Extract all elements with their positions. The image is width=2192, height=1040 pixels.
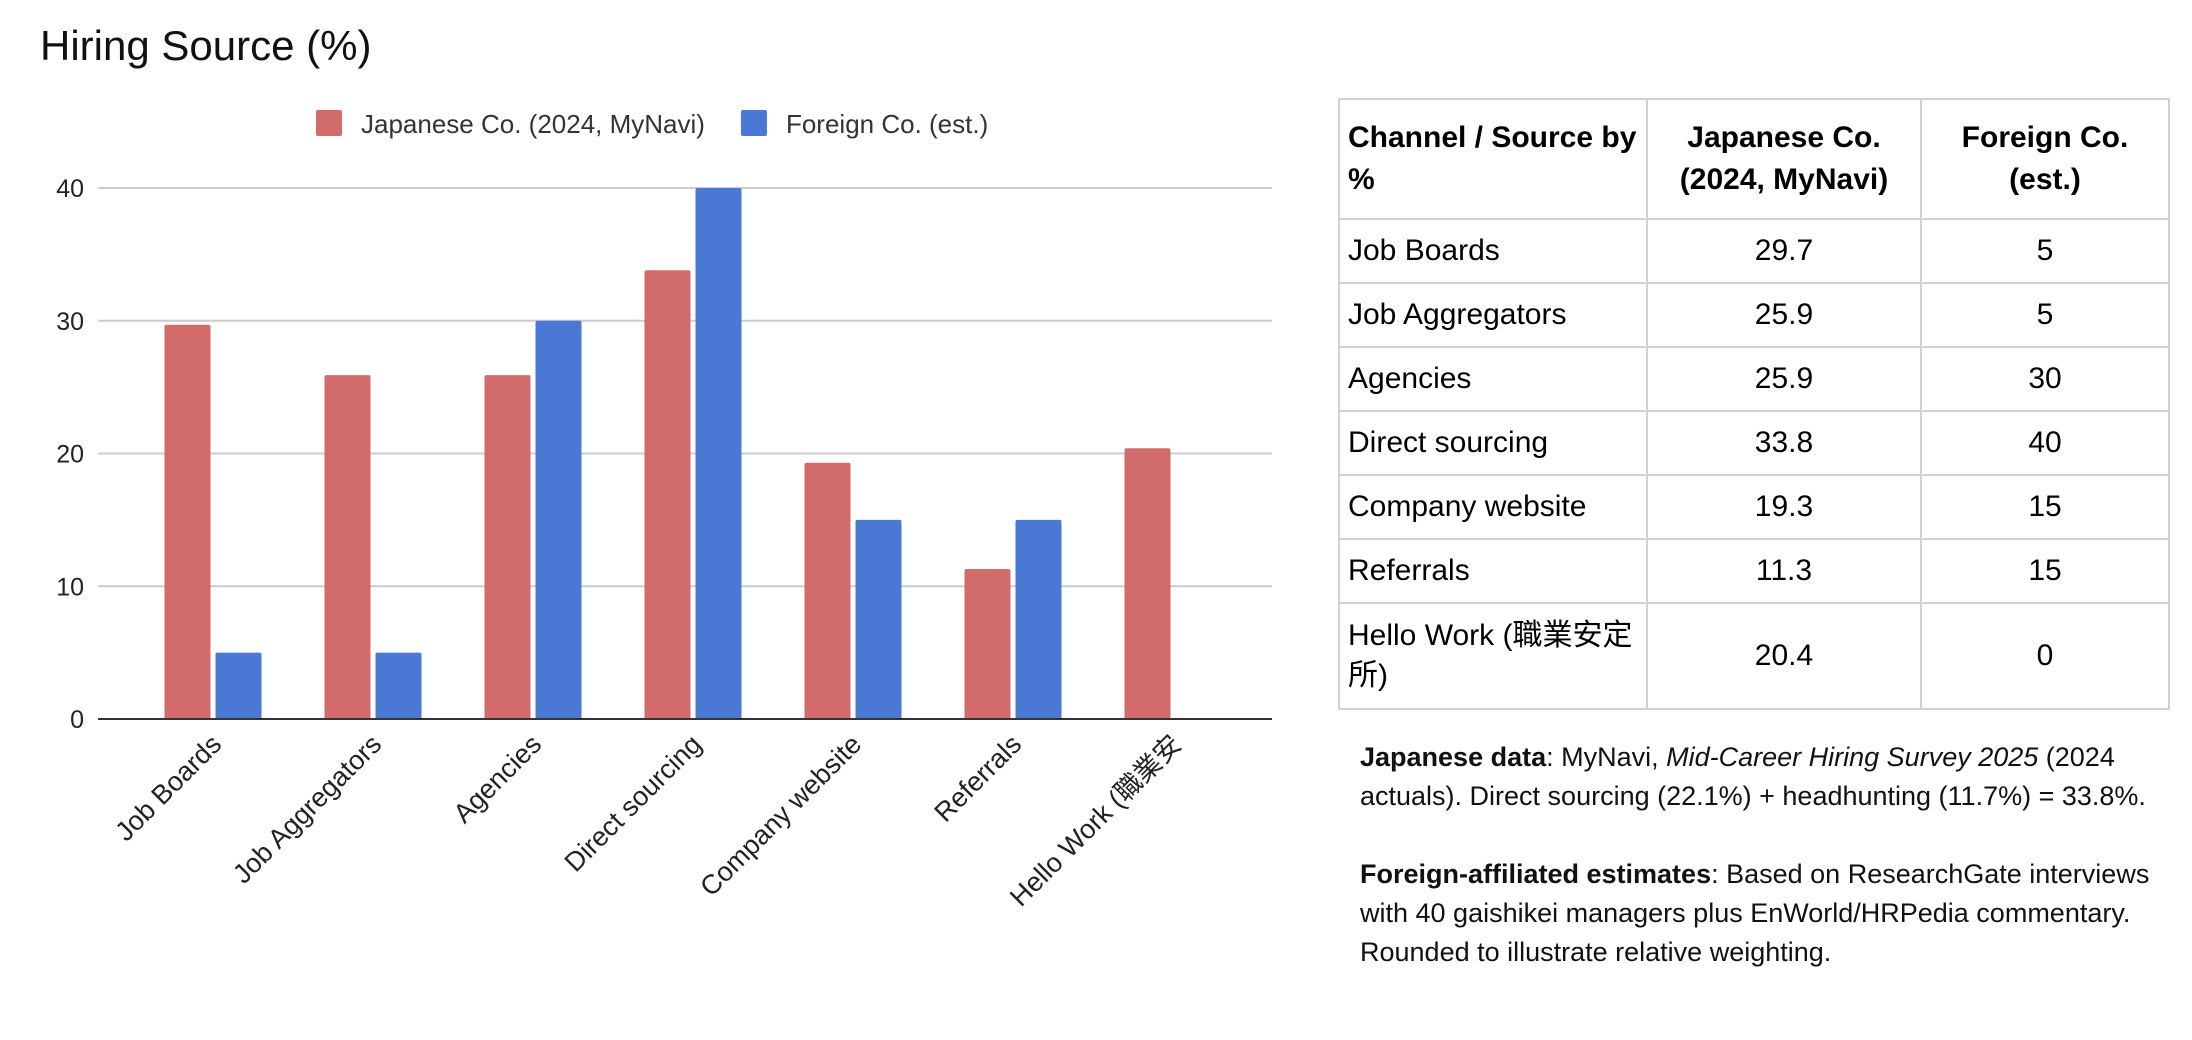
bar <box>804 462 851 719</box>
source-notes: Japanese data: MyNavi, Mid-Career Hiring… <box>1360 738 2160 1011</box>
bar <box>644 270 691 719</box>
table-header-channel: Channel / Source by % <box>1338 98 1648 220</box>
table-cell-japanese: 25.9 <box>1646 282 1922 348</box>
note-japanese-label: Japanese data <box>1360 742 1547 772</box>
table-cell-foreign: 0 <box>1920 602 2170 710</box>
table-cell-channel: Agencies <box>1338 346 1648 412</box>
x-tick-label: Job Aggregators <box>227 729 387 889</box>
table-cell-japanese: 33.8 <box>1646 410 1922 476</box>
table-cell-channel: Direct sourcing <box>1338 410 1648 476</box>
table-cell-japanese: 20.4 <box>1646 602 1922 710</box>
table-row: Agencies 25.9 30 <box>1338 346 2170 412</box>
table-cell-channel: Hello Work (職業安定所) <box>1338 602 1648 710</box>
bar <box>324 375 371 719</box>
y-tick-label: 20 <box>56 441 84 469</box>
table-cell-foreign: 5 <box>1920 218 2170 284</box>
note-japanese-sep: : MyNavi, <box>1546 742 1667 772</box>
bar <box>535 320 582 719</box>
bar <box>484 375 531 719</box>
table-header-row: Channel / Source by % Japanese Co. (2024… <box>1338 98 2170 220</box>
table-header-foreign: Foreign Co. (est.) <box>1920 98 2170 220</box>
x-tick-label: Direct sourcing <box>559 729 708 878</box>
table-row: Referrals 11.3 15 <box>1338 538 2170 604</box>
note-foreign-text: : Based on ResearchGate interviews with … <box>1360 859 2150 967</box>
y-tick-label: 40 <box>56 175 84 203</box>
bar <box>855 519 902 719</box>
bar-chart: 0 10 20 30 40 Job Boards Job Aggregators Agenci… <box>56 109 1272 912</box>
x-tick-label: Hello Work (職業安 <box>1004 729 1187 912</box>
x-tick-label: Referrals <box>929 729 1028 828</box>
y-tick-label: 30 <box>56 308 84 336</box>
legend-label: Japanese Co. (2024, MyNavi) <box>361 109 705 139</box>
table-cell-channel: Job Boards <box>1338 218 1648 284</box>
chart-title: Hiring Source (%) <box>40 22 372 69</box>
bar <box>164 324 211 719</box>
note-foreign-label: Foreign-affiliated estimates <box>1360 859 1712 889</box>
legend-swatch <box>316 110 342 136</box>
bar <box>215 652 262 719</box>
table-cell-foreign: 5 <box>1920 282 2170 348</box>
bar <box>375 652 422 719</box>
note-japanese-source: Mid-Career Hiring Survey 2025 <box>1666 742 2039 772</box>
table-cell-japanese: 29.7 <box>1646 218 1922 284</box>
table-row: Hello Work (職業安定所) 20.4 0 <box>1338 602 2170 710</box>
x-tick-label: Job Boards <box>109 729 227 847</box>
bar <box>964 568 1011 719</box>
table-cell-japanese: 25.9 <box>1646 346 1922 412</box>
table-row: Direct sourcing 33.8 40 <box>1338 410 2170 476</box>
bar <box>1015 519 1062 719</box>
legend-swatch <box>740 110 767 136</box>
table-cell-foreign: 40 <box>1920 410 2170 476</box>
x-tick-label: Agencies <box>447 729 547 829</box>
bar <box>695 188 742 719</box>
table-cell-japanese: 19.3 <box>1646 474 1922 540</box>
note-foreign-data: Foreign-affiliated estimates: Based on R… <box>1360 855 2160 972</box>
table-header-japanese: Japanese Co. (2024, MyNavi) <box>1646 98 1922 220</box>
table-cell-channel: Company website <box>1338 474 1648 540</box>
bar <box>1124 448 1171 719</box>
x-tick-label: Company website <box>694 729 867 902</box>
table-cell-foreign: 15 <box>1920 474 2170 540</box>
table-cell-foreign: 15 <box>1920 538 2170 604</box>
table-cell-japanese: 11.3 <box>1646 538 1922 604</box>
table-cell-channel: Referrals <box>1338 538 1648 604</box>
y-tick-label: 0 <box>70 706 84 734</box>
data-table: Channel / Source by % Japanese Co. (2024… <box>1338 98 2170 710</box>
table-cell-channel: Job Aggregators <box>1338 282 1648 348</box>
table-row: Job Aggregators 25.9 5 <box>1338 282 2170 348</box>
table-row: Company website 19.3 15 <box>1338 474 2170 540</box>
table-cell-foreign: 30 <box>1920 346 2170 412</box>
note-japanese-text: (2024 actuals). Direct sourcing (22.1%) … <box>1360 742 2146 811</box>
table-row: Job Boards 29.7 5 <box>1338 218 2170 284</box>
legend-label: Foreign Co. (est.) <box>786 109 988 139</box>
y-tick-label: 10 <box>56 573 84 601</box>
note-japanese-data: Japanese data: MyNavi, Mid-Career Hiring… <box>1360 738 2160 816</box>
